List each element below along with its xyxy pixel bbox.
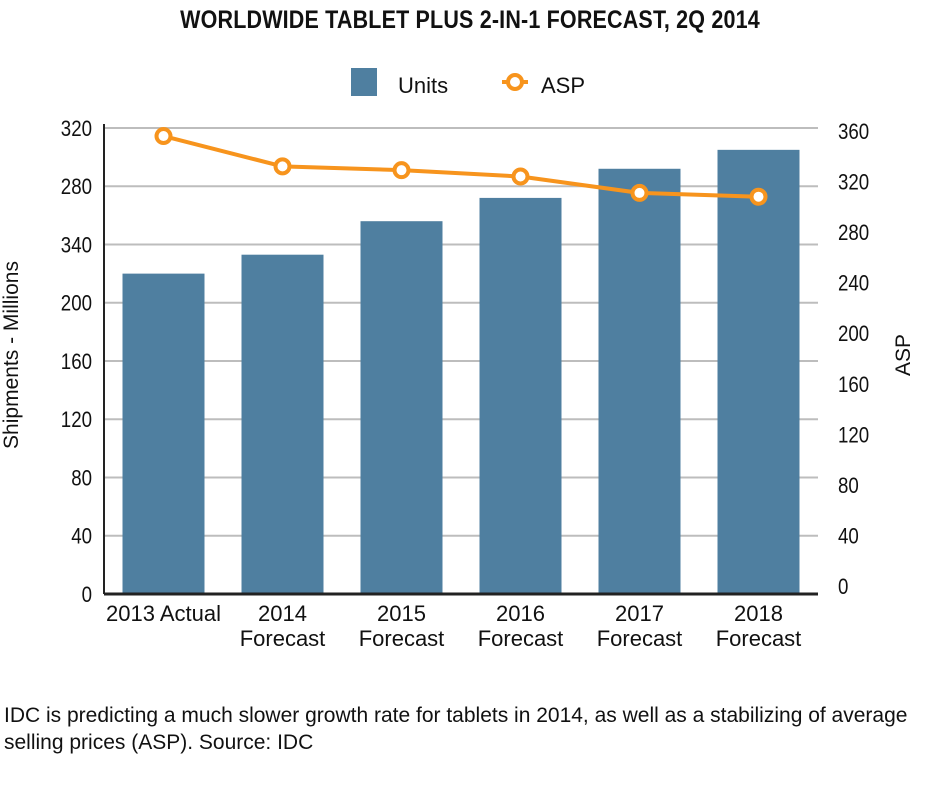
bar-units (241, 254, 324, 594)
y-tick-label: 200 (61, 292, 92, 316)
chart-title: WORLDWIDE TABLET PLUS 2-IN-1 FORECAST, 2… (180, 6, 760, 34)
y2-tick-label: 160 (838, 373, 869, 397)
bar-units (360, 221, 443, 594)
bar-units (717, 149, 800, 594)
asp-line (163, 134, 759, 199)
bar-units (479, 197, 562, 594)
y2-tick-label: 280 (838, 222, 869, 246)
chart-caption: IDC is predicting a much slower growth r… (4, 704, 908, 754)
y2-tick-label: 320 (838, 171, 869, 195)
y-axis-title: Shipments - Millions (0, 261, 23, 449)
y-tick-label: 280 (61, 176, 92, 200)
legend-label-units: Units (398, 73, 448, 98)
legend-swatch-asp-marker (506, 73, 524, 91)
y2-tick-label: 80 (838, 475, 859, 499)
asp-point (749, 187, 768, 206)
y-tick-label: 120 (61, 409, 92, 433)
asp-point (154, 127, 173, 146)
bar-units (598, 168, 681, 594)
x-tick-label: Forecast (478, 626, 564, 651)
asp-point (511, 167, 530, 186)
x-tick-label: 2015 (377, 601, 426, 626)
x-tick-label: Forecast (716, 626, 802, 651)
bar-units (122, 273, 205, 594)
x-tick-label: Forecast (597, 626, 683, 651)
x-tick-label: 2016 (496, 601, 545, 626)
y-tick-label: 320 (61, 118, 92, 142)
y2-tick-label: 0 (838, 576, 848, 600)
y2-tick-label: 240 (838, 272, 869, 296)
x-tick-label: 2013 Actual (106, 601, 221, 626)
y-tick-label: 0 (82, 584, 92, 608)
asp-point (273, 157, 292, 176)
x-tick-label: 2018 (734, 601, 783, 626)
y-tick-label: 80 (71, 467, 92, 491)
asp-point (630, 183, 649, 202)
y2-axis-title: ASP (892, 334, 915, 376)
x-tick-label: Forecast (359, 626, 445, 651)
combo-chart: Units ASP 0 40 80 120 160 200 340 280 320 0 40 80 120 1… (0, 68, 915, 651)
x-tick-label: Forecast (240, 626, 326, 651)
y2-tick-label: 40 (838, 525, 859, 549)
y2-tick-label: 200 (838, 323, 869, 347)
y2-tick-label: 360 (838, 121, 869, 145)
y2-tick-label: 120 (838, 424, 869, 448)
asp-point (392, 161, 411, 180)
y-tick-label: 340 (61, 234, 92, 258)
x-tick-label: 2017 (615, 601, 664, 626)
x-tick-label: 2014 (258, 601, 307, 626)
y-tick-label: 160 (61, 351, 92, 375)
legend-label-asp: ASP (541, 73, 585, 98)
legend-swatch-units (351, 68, 377, 96)
y-tick-label: 40 (71, 525, 92, 549)
